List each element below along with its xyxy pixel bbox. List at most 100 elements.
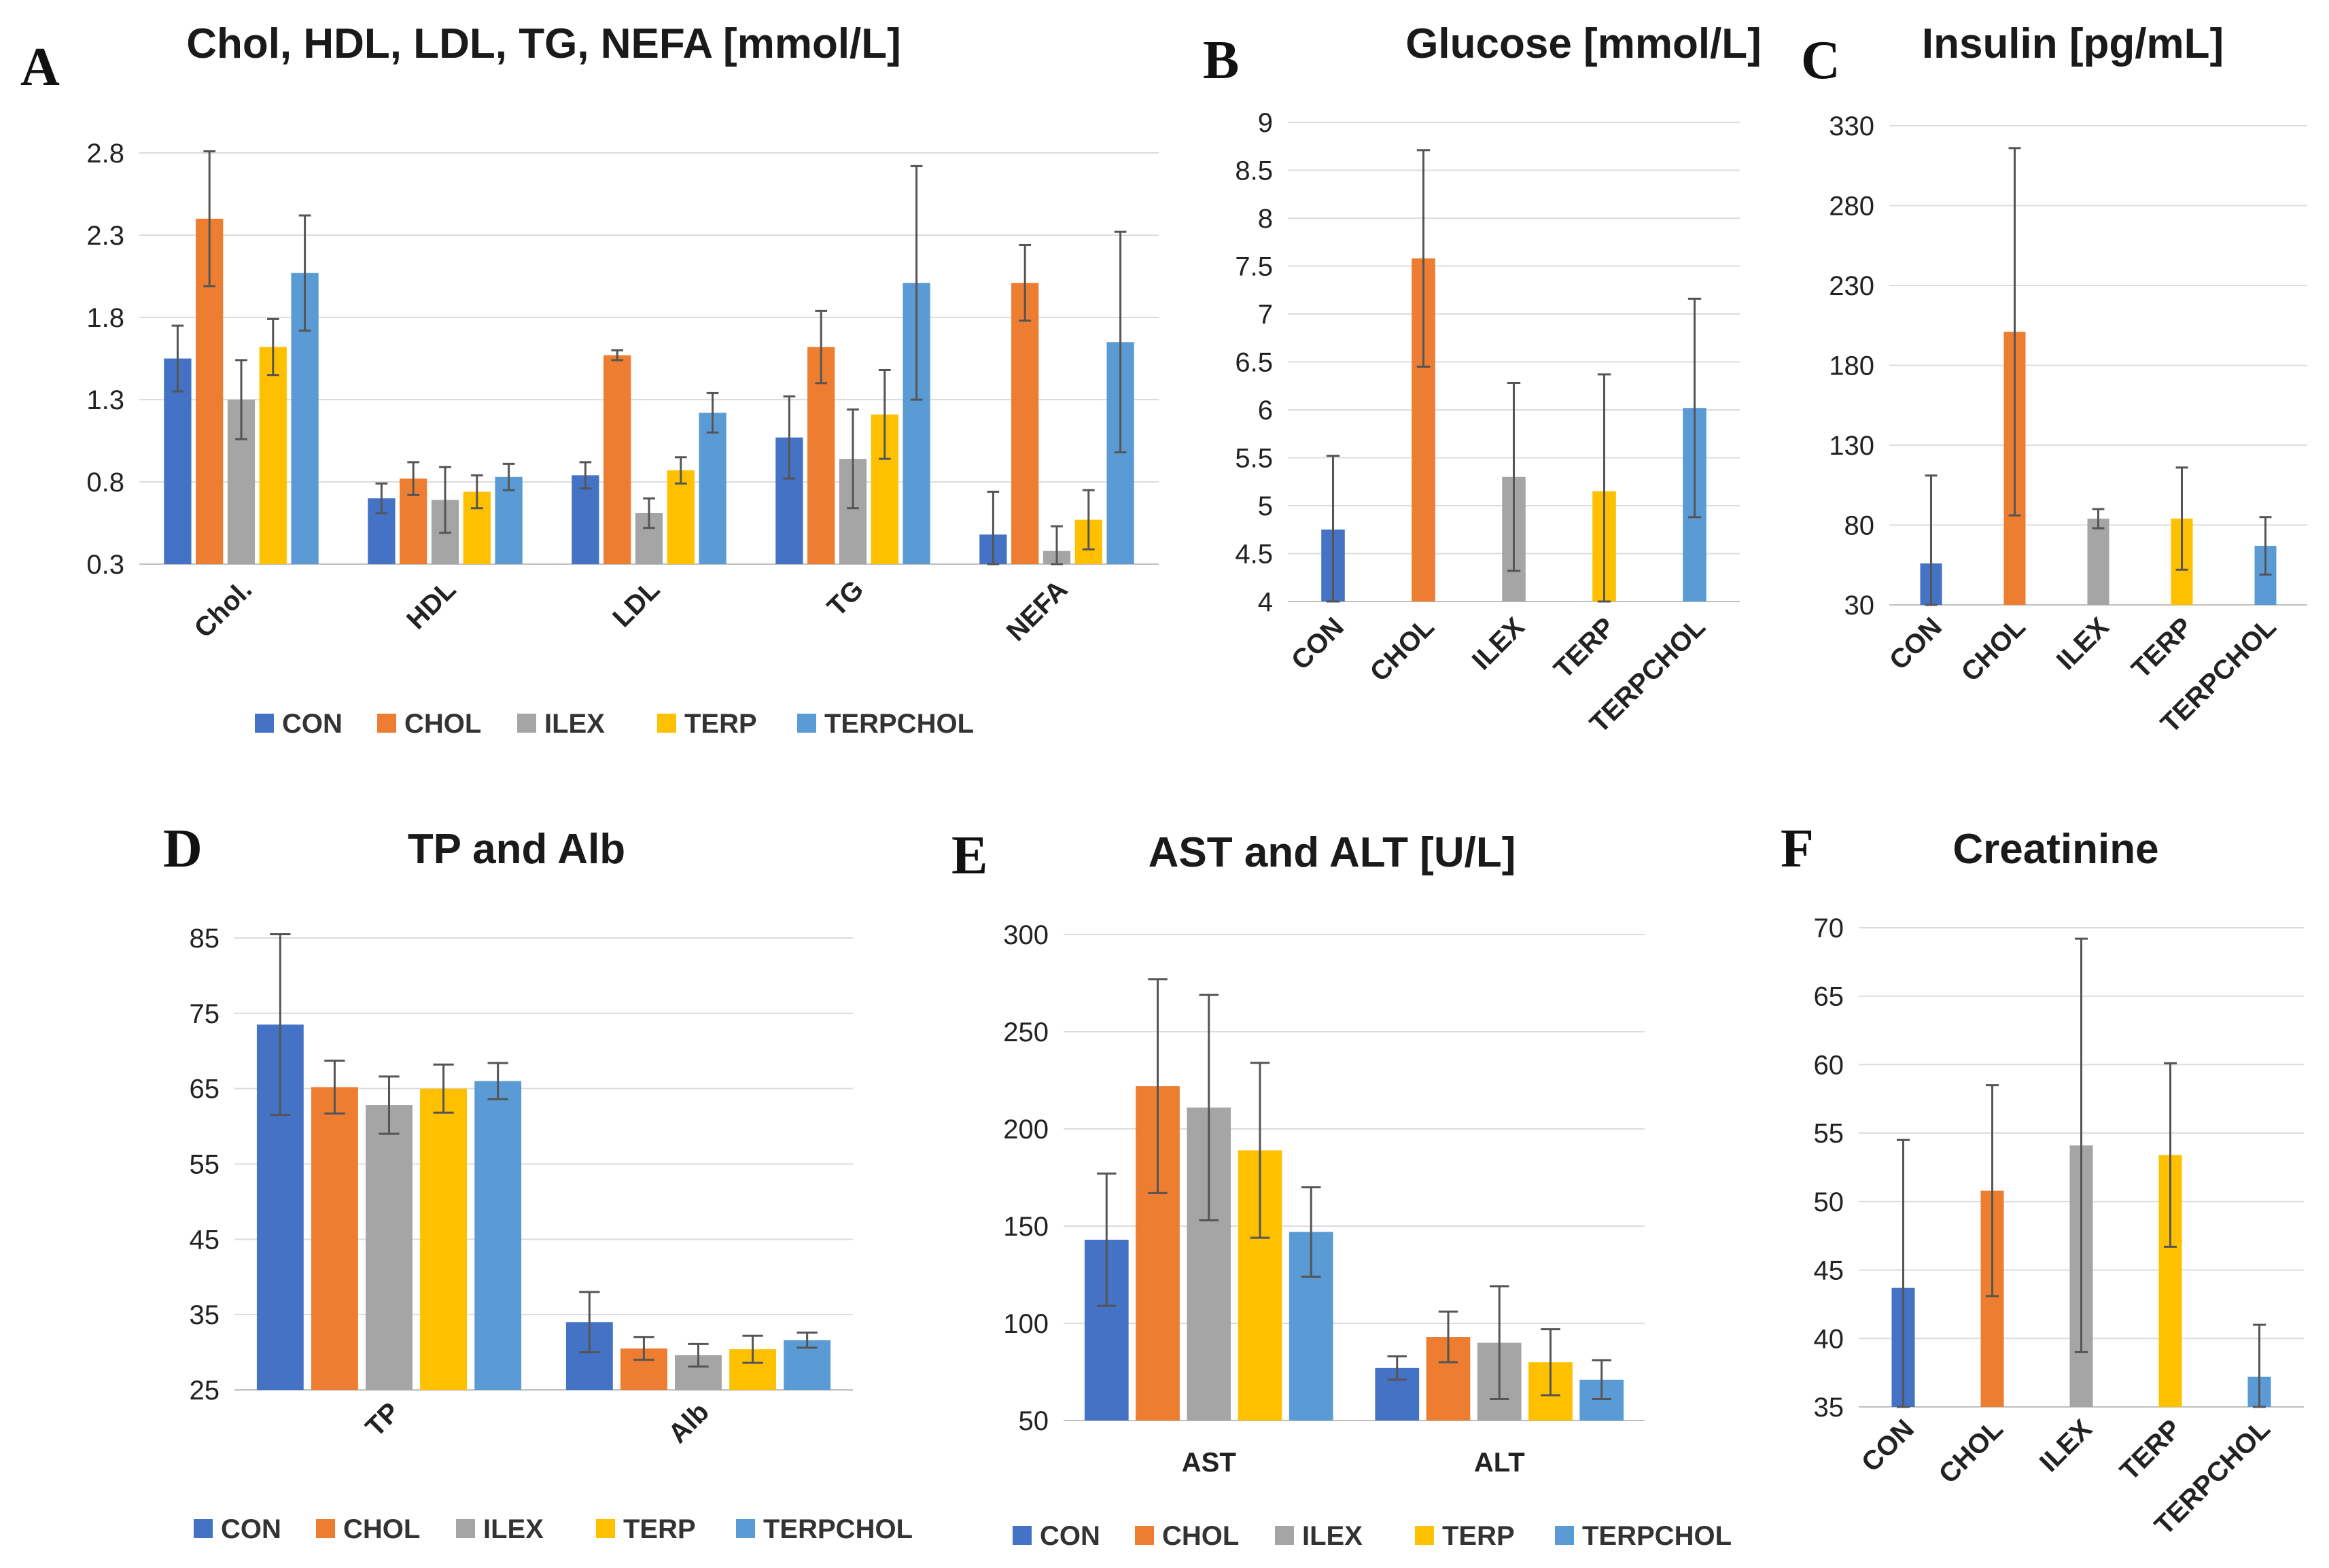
legend-swatch-terpchol [736, 1519, 755, 1538]
bar-terpchol-tp [474, 1081, 522, 1390]
y-tick-label: 300 [1003, 920, 1049, 950]
chart-title: Insulin [pg/mL] [1922, 20, 2224, 67]
y-tick-label: 70 [1814, 913, 1844, 943]
bar-con-ldl [572, 475, 599, 564]
y-tick-label: 2.3 [86, 221, 124, 251]
y-tick-label: 1.3 [86, 385, 124, 415]
y-tick-label: 50 [1019, 1406, 1049, 1436]
bar-terp-chol [259, 347, 287, 564]
y-tick-label: 100 [1003, 1309, 1049, 1339]
y-tick-label: 4.5 [1235, 540, 1273, 570]
y-tick-label: 150 [1003, 1212, 1049, 1242]
legend-label: TERPCHOL [824, 709, 974, 739]
y-tick-label: 35 [190, 1300, 220, 1330]
y-tick-label: 200 [1003, 1115, 1049, 1145]
y-tick-label: 45 [1814, 1256, 1844, 1286]
y-tick-label: 8.5 [1235, 156, 1273, 186]
bar-ilex-tp [366, 1105, 413, 1390]
legend-label: TERP [623, 1514, 696, 1544]
bar-terp-ldl [667, 470, 695, 564]
y-tick-label: 7.5 [1235, 252, 1273, 282]
bar-terpchol-ldl [699, 413, 726, 564]
legend-label: ILEX [544, 709, 605, 739]
legend-label: TERPCHOL [763, 1514, 913, 1544]
y-tick-label: 65 [190, 1075, 220, 1104]
y-tick-label: 7 [1258, 300, 1273, 330]
legend-label: TERP [1442, 1521, 1515, 1551]
legend: CON CHOL ILEX TERP TERPCHOL [255, 709, 974, 739]
y-tick-label: 0.8 [86, 468, 124, 498]
y-tick-label: 45 [190, 1225, 220, 1255]
panel-letter: F [1781, 819, 1814, 879]
legend-label: CON [221, 1514, 281, 1544]
legend-label: ILEX [483, 1514, 544, 1544]
panel-letter: C [1801, 31, 1840, 90]
y-tick-label: 280 [1829, 192, 1874, 222]
y-tick-label: 35 [1814, 1393, 1844, 1423]
legend-label: CON [1040, 1521, 1100, 1551]
legend-swatch-ilex [1275, 1526, 1294, 1545]
legend-swatch-con [1013, 1526, 1032, 1545]
legend-swatch-con [255, 714, 274, 733]
bar-chol-tp [311, 1087, 358, 1390]
legend-swatch-terp [596, 1519, 615, 1538]
chart-title: TP and Alb [408, 826, 625, 873]
y-tick-label: 5.5 [1235, 444, 1273, 474]
legend-swatch-terpchol [797, 714, 816, 733]
panel-letter: A [20, 37, 60, 97]
y-tick-label: 30 [1844, 591, 1875, 621]
legend-swatch-chol [316, 1519, 335, 1538]
y-tick-label: 9 [1258, 108, 1273, 138]
x-tick-label: ALT [1474, 1448, 1525, 1478]
panel-letter: D [163, 819, 203, 879]
bar-chol-ldl [603, 355, 631, 564]
legend: CON CHOL ILEX TERP TERPCHOL [194, 1514, 913, 1544]
legend-swatch-terpchol [1555, 1526, 1574, 1545]
y-tick-label: 40 [1814, 1324, 1844, 1354]
legend: CON CHOL ILEX TERP TERPCHOL [1013, 1521, 1732, 1551]
y-tick-label: 65 [1814, 982, 1844, 1012]
y-tick-label: 330 [1829, 111, 1874, 141]
y-tick-label: 4 [1258, 587, 1273, 617]
legend-swatch-con [194, 1519, 213, 1538]
y-tick-label: 1.8 [86, 303, 124, 333]
chart-panel-e: E AST and ALT [U/L] 300 250 200 150 100 50 AST AL… [951, 826, 1732, 1551]
y-tick-label: 25 [190, 1376, 220, 1406]
legend-swatch-ilex [456, 1519, 475, 1538]
y-tick-label: 75 [190, 999, 220, 1029]
legend-label: CON [282, 709, 343, 739]
legend-swatch-ilex [517, 714, 536, 733]
legend-label: ILEX [1302, 1521, 1363, 1551]
y-tick-label: 6.5 [1235, 348, 1273, 378]
y-tick-label: 80 [1844, 511, 1875, 541]
y-tick-label: 0.3 [86, 550, 124, 580]
y-tick-label: 55 [190, 1150, 220, 1180]
legend-label: CHOL [1162, 1521, 1239, 1551]
legend-swatch-terp [1415, 1526, 1434, 1545]
bar-con-chol [164, 358, 192, 564]
panel-letter: B [1203, 31, 1239, 90]
legend-swatch-chol [1135, 1526, 1154, 1545]
bar-chol-nefa [1011, 283, 1039, 564]
legend-label: CHOL [404, 709, 481, 739]
legend-swatch-chol [377, 714, 396, 733]
x-tick-label: AST [1182, 1448, 1236, 1478]
panel-letter: E [951, 826, 987, 886]
y-tick-label: 2.8 [86, 139, 124, 169]
legend-label: TERPCHOL [1582, 1521, 1732, 1551]
y-tick-label: 6 [1258, 396, 1273, 425]
chart-title: Glucose [mmol/L] [1405, 20, 1762, 67]
y-tick-label: 230 [1829, 271, 1874, 301]
y-tick-label: 180 [1829, 351, 1874, 381]
y-tick-label: 85 [190, 924, 220, 954]
bar-ilex [2087, 519, 2109, 605]
y-tick-label: 5 [1258, 491, 1273, 521]
chart-title: Creatinine [1952, 826, 2158, 873]
chart-panel-a: A Chol, HDL, LDL, TG, NEFA [mmol/L] 2.8 2.3… [20, 20, 1159, 739]
legend-swatch-terp [657, 714, 676, 733]
legend-label: TERP [684, 709, 757, 739]
bar-terp-tp [420, 1088, 468, 1390]
y-tick-label: 60 [1814, 1050, 1844, 1080]
